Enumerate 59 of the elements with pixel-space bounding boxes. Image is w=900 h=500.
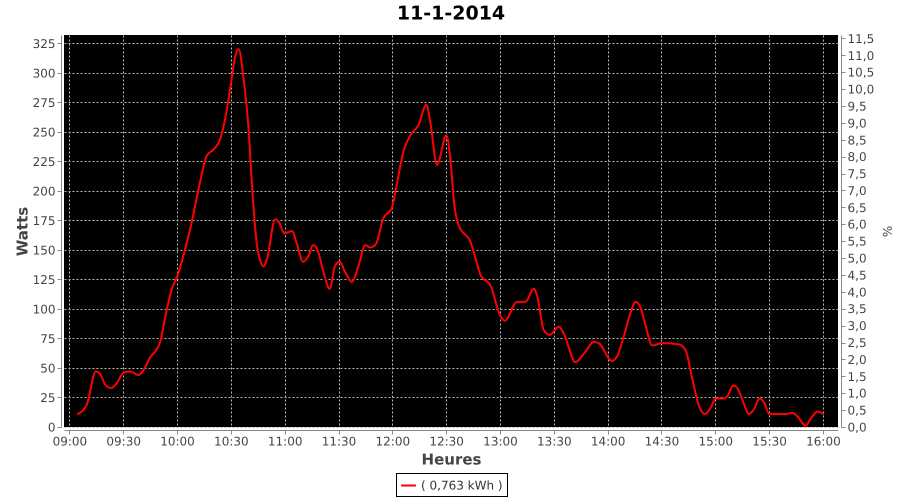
x-tick-label: 09:00 bbox=[52, 434, 88, 448]
y2-tick-label: 7,0 bbox=[848, 184, 867, 198]
x-axis-title: Heures bbox=[422, 450, 482, 468]
y2-tick-label: 0,0 bbox=[848, 420, 867, 434]
y2-tick-label: 11,5 bbox=[848, 32, 874, 46]
x-tick-label: 10:00 bbox=[160, 434, 195, 448]
y-tick-label: 325 bbox=[32, 36, 56, 51]
x-tick-label: 11:30 bbox=[322, 434, 356, 448]
y2-tick-label: 3,5 bbox=[848, 302, 867, 316]
x-tick-label: 14:30 bbox=[644, 434, 680, 448]
y2-tick-label: 9,5 bbox=[848, 99, 867, 114]
y2-tick-label: 2,0 bbox=[848, 352, 867, 367]
y2-tick-label: 11,0 bbox=[848, 48, 874, 63]
x-tick-label: 09:30 bbox=[106, 434, 142, 448]
y-tick-label: 150 bbox=[32, 243, 56, 258]
y-tick-label: 225 bbox=[32, 154, 56, 169]
y-tick-label: 0 bbox=[48, 420, 56, 434]
y2-tick-label: 4,5 bbox=[848, 268, 867, 282]
y-tick-label: 100 bbox=[32, 302, 56, 316]
y-axis-title: Watts bbox=[14, 206, 32, 256]
x-tick-label: 14:00 bbox=[590, 434, 626, 448]
y-tick-label: 175 bbox=[32, 214, 56, 228]
y2-tick-label: 7,5 bbox=[848, 167, 867, 182]
y-tick-label: 50 bbox=[40, 361, 56, 376]
x-tick-label: 15:30 bbox=[752, 434, 787, 448]
y2-tick-label: 3,0 bbox=[848, 319, 867, 334]
y-tick-label: 25 bbox=[40, 390, 56, 405]
y2-tick-label: 6,5 bbox=[848, 200, 867, 215]
y2-tick-label: 2,5 bbox=[848, 336, 867, 350]
y2-tick-label: 10,5 bbox=[848, 66, 874, 80]
y2-tick-label: 5,0 bbox=[848, 252, 867, 266]
y-tick-label: 75 bbox=[40, 332, 56, 346]
y2-tick-label: 4,0 bbox=[848, 285, 867, 300]
x-tick-label: 15:00 bbox=[698, 434, 734, 448]
y-tick-label: 275 bbox=[32, 96, 56, 110]
y2-tick-label: 0,5 bbox=[848, 404, 867, 418]
y2-tick-label: 8,5 bbox=[848, 133, 867, 148]
y2-tick-label: 1,0 bbox=[848, 386, 867, 401]
y2-tick-label: 10,0 bbox=[848, 82, 874, 97]
x-tick-label: 10:30 bbox=[214, 434, 249, 448]
chart-title: 11-1-2014 bbox=[396, 2, 506, 24]
y2-tick-label: 8,0 bbox=[848, 150, 867, 164]
x-tick-label: 11:00 bbox=[268, 434, 302, 448]
y-tick-label: 200 bbox=[32, 184, 56, 198]
x-tick-label: 13:30 bbox=[537, 434, 572, 448]
y2-tick-label: 1,5 bbox=[848, 370, 867, 384]
y-tick-label: 250 bbox=[32, 125, 56, 140]
x-tick-label: 12:30 bbox=[429, 434, 464, 448]
y2-tick-label: 9,0 bbox=[848, 116, 867, 130]
y2-tick-label: 5,5 bbox=[848, 234, 867, 249]
y2-axis-title: % bbox=[880, 226, 894, 238]
x-tick-label: 16:00 bbox=[806, 434, 841, 448]
x-tick-label: 13:00 bbox=[483, 434, 518, 448]
y-tick-label: 125 bbox=[32, 272, 56, 287]
y2-tick-label: 6,0 bbox=[848, 218, 867, 232]
x-tick-label: 12:00 bbox=[376, 434, 410, 448]
legend-label: ( 0,763 kWh ) bbox=[421, 478, 503, 492]
line-series bbox=[76, 48, 824, 427]
y-tick-label: 300 bbox=[32, 66, 56, 80]
